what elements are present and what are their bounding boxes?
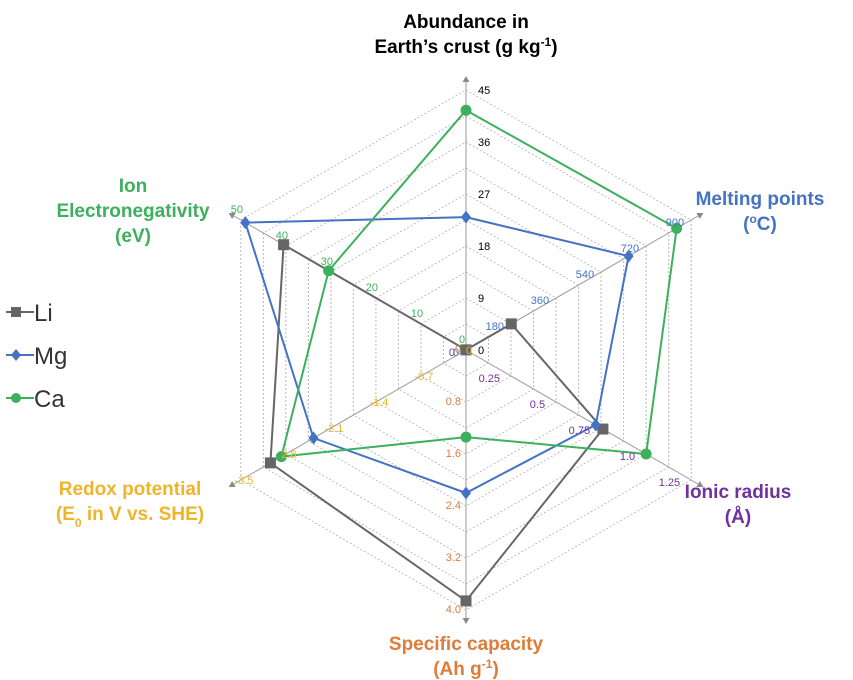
series-line-ca [280, 108, 678, 458]
tick-label-axis5-4: 40 [276, 230, 288, 242]
axis-title-2-line-1: (Å) [725, 507, 751, 528]
tick-label-axis1-5: 900 [666, 217, 684, 229]
axis-title-1-line-1: (oC) [743, 212, 777, 235]
legend-label-ca: Ca [34, 386, 65, 413]
series-point-mg-1 [623, 249, 634, 263]
tick-label-axis5-0: 0 [459, 334, 465, 346]
tick-label-axis2-2: 0.5 [530, 399, 545, 411]
tick-label-axis2-0: 0 [449, 347, 455, 359]
axis-title-1-line-0: Melting points [696, 189, 825, 210]
series-point-ca-2 [640, 448, 652, 460]
tick-label-axis2-4: 1.0 [620, 451, 635, 463]
tick-label-axis1-2: 360 [531, 295, 549, 307]
tick-label-axis0-1: 9 [478, 293, 484, 305]
tick-label-axis1-4: 720 [621, 243, 639, 255]
axis-arrow-1 [696, 212, 704, 220]
axis-title-0-line-1: Earth’s crust (g kg-1) [374, 35, 557, 58]
axis-title-0-line-0: Abundance in [403, 12, 529, 33]
tick-label-axis3-1: 0.8 [446, 396, 461, 408]
radar-series [240, 104, 683, 607]
axis-arrow-3 [462, 618, 470, 624]
tick-label-axis4-0: 0 [466, 345, 472, 357]
axis-title-2-line-0: Ionic radius [685, 482, 792, 503]
tick-label-axis4-3: -2.1 [324, 423, 343, 435]
tick-label-axis1-3: 540 [576, 269, 594, 281]
tick-label-axis4-5: -3.5 [234, 475, 253, 487]
series-point-li-1 [505, 318, 517, 330]
axis-title-4-line-1: (E0 in V vs. SHE) [56, 504, 204, 530]
axis-title-3-line-1: (Ah g-1) [433, 657, 499, 680]
tick-label-axis5-5: 50 [231, 204, 243, 216]
series-point-mg-0 [461, 210, 471, 224]
legend-marker-li [11, 307, 21, 317]
tick-label-axis3-3: 2.4 [446, 500, 461, 512]
tick-label-axis3-5: 4.0 [446, 604, 461, 616]
axis-arrow-4 [228, 480, 236, 488]
series-point-ca-1 [671, 222, 683, 234]
series-line-li [269, 243, 605, 603]
tick-label-axis3-4: 3.2 [446, 552, 461, 564]
legend: Li Mg Ca [6, 300, 67, 413]
tick-label-axis3-0: 0 [455, 344, 461, 356]
series-point-li-0 [460, 344, 472, 356]
tick-label-axis4-2: -1.4 [369, 397, 388, 409]
axis-title-5-line-0: Ion [119, 176, 148, 197]
series-point-li-3 [460, 595, 472, 607]
series-point-li-4 [264, 457, 276, 469]
tick-label-axis3-2: 1.6 [446, 448, 461, 460]
legend-label-li: Li [34, 300, 53, 327]
series-point-ca-0 [460, 104, 472, 116]
series-point-mg-4 [308, 431, 319, 445]
series-point-ca-5 [323, 265, 335, 277]
tick-label-axis0-3: 27 [478, 189, 490, 201]
series-point-ca-4 [275, 451, 287, 463]
series-point-mg-2 [590, 418, 601, 432]
axis-arrow-5 [228, 212, 236, 220]
tick-label-axis2-3: 0.75 [569, 425, 590, 437]
axis-title-5-line-1: Electronegativity [56, 201, 210, 222]
axis-title-5-line-2: (eV) [115, 226, 151, 247]
tick-label-axis0-0: 0 [478, 345, 484, 357]
tick-label-axis1-1: 180 [486, 321, 504, 333]
tick-label-axis2-1: 0.25 [479, 373, 500, 385]
tick-label-axis4-4: 2.8 [281, 449, 296, 461]
series-point-ca-3 [460, 431, 472, 443]
tick-label-axis5-3: 30 [321, 256, 333, 268]
radar-tick-labels: 0918273645018036054072090000.250.50.751.… [231, 85, 684, 616]
tick-label-axis0-4: 36 [478, 137, 490, 149]
tick-label-axis1-0: 0 [453, 347, 459, 359]
series-point-li-5 [278, 239, 290, 251]
tick-label-axis4-1: -0.7 [414, 371, 433, 383]
axis-arrow-2 [696, 480, 704, 488]
legend-label-mg: Mg [34, 343, 67, 370]
axis-title-3-line-0: Specific capacity [389, 634, 544, 655]
axis-title-4-line-0: Redox potential [59, 479, 202, 500]
legend-marker-mg [11, 349, 21, 361]
axis-line-2 [465, 349, 699, 485]
tick-label-axis5-2: 20 [366, 282, 378, 294]
axis-arrow-0 [462, 76, 470, 82]
series-point-mg-5 [240, 216, 251, 230]
tick-label-axis0-2: 18 [478, 241, 490, 253]
tick-label-axis5-1: 10 [411, 308, 423, 320]
series-line-mg [243, 216, 630, 495]
legend-marker-ca [11, 393, 21, 403]
tick-label-axis2-5: 1.25 [659, 477, 680, 489]
tick-label-axis0-5: 45 [478, 85, 490, 97]
series-point-mg-3 [461, 486, 471, 500]
series-point-li-2 [597, 423, 609, 435]
